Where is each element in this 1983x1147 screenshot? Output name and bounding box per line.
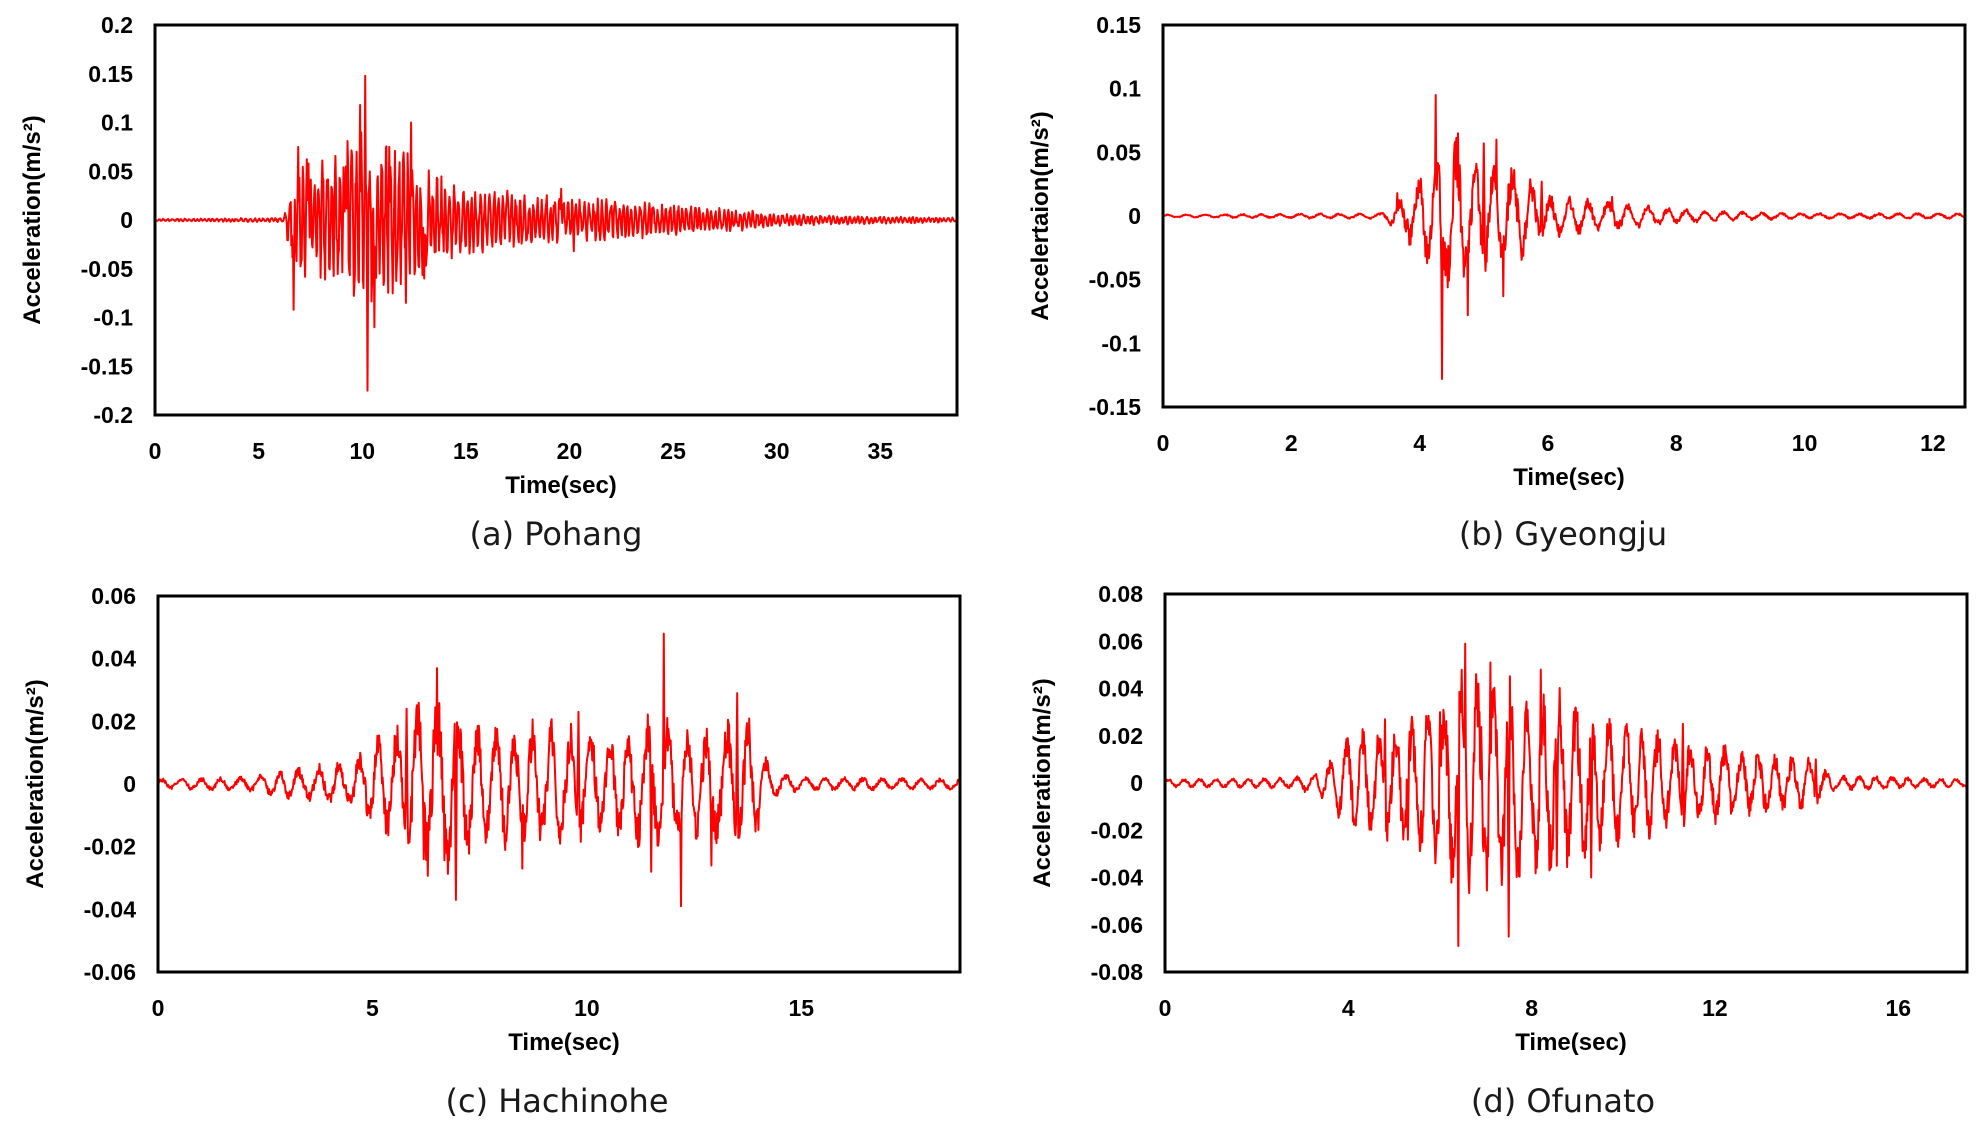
x-tick-label: 4 bbox=[1342, 995, 1355, 1021]
x-tick-label: 6 bbox=[1542, 430, 1555, 456]
x-axis-label: Time(sec) bbox=[1515, 1029, 1627, 1056]
x-tick-label: 0 bbox=[152, 995, 165, 1021]
y-tick-label: -0.15 bbox=[81, 353, 134, 379]
x-axis-label: Time(sec) bbox=[508, 1029, 620, 1056]
x-tick-label: 15 bbox=[453, 438, 479, 464]
series-line bbox=[1162, 94, 1966, 380]
y-tick-label: 0.04 bbox=[1098, 676, 1143, 702]
y-tick-label: -0.02 bbox=[84, 834, 136, 860]
y-tick-label: 0 bbox=[120, 207, 133, 233]
y-tick-label: 0.08 bbox=[1098, 581, 1143, 607]
x-tick-label: 8 bbox=[1670, 430, 1683, 456]
y-tick-label: -0.04 bbox=[84, 896, 137, 922]
y-tick-label: 0.06 bbox=[1098, 628, 1143, 654]
panel-caption: (d) Ofunato bbox=[1471, 1082, 1655, 1120]
x-axis-label: Time(sec) bbox=[1513, 464, 1625, 491]
y-tick-label: 0.04 bbox=[91, 646, 136, 672]
plot-frame bbox=[1163, 592, 1969, 974]
x-tick-label: 8 bbox=[1525, 995, 1538, 1021]
x-tick-label: 30 bbox=[764, 438, 790, 464]
plot-frame bbox=[153, 23, 959, 417]
y-tick-label: -0.2 bbox=[93, 402, 133, 428]
x-tick-label: 16 bbox=[1885, 995, 1911, 1021]
y-tick-label: -0.1 bbox=[93, 305, 133, 331]
y-tick-label: 0.05 bbox=[1096, 139, 1141, 165]
y-axis-label: Accelertaion(m/s²) bbox=[1027, 111, 1054, 320]
x-tick-label: 20 bbox=[557, 438, 583, 464]
y-tick-label: 0.2 bbox=[101, 12, 133, 38]
x-tick-label: 0 bbox=[1157, 430, 1170, 456]
x-tick-label: 5 bbox=[252, 438, 265, 464]
x-tick-label: 12 bbox=[1702, 995, 1728, 1021]
y-tick-label: 0 bbox=[1128, 203, 1141, 229]
y-tick-label: 0.05 bbox=[88, 158, 133, 184]
y-tick-label: -0.15 bbox=[1089, 394, 1142, 420]
y-tick-label: 0 bbox=[123, 771, 136, 797]
x-tick-label: 10 bbox=[349, 438, 375, 464]
x-tick-label: 5 bbox=[366, 995, 379, 1021]
y-tick-label: -0.05 bbox=[1089, 267, 1142, 293]
y-axis-label: Acceleration(m/s²) bbox=[19, 115, 46, 324]
x-tick-label: 2 bbox=[1285, 430, 1298, 456]
plot-frame bbox=[1161, 23, 1967, 409]
chart-panel-1: 0.15 0.1 0.05 0 -0.05 -0.1 -0.15 0 2 4 6 8 10 12 Time(… bbox=[1027, 12, 1967, 553]
chart-panel-2: 0.06 0.04 0.02 0 -0.02 -0.04 -0.06 0 5 10 15 Time(s… bbox=[22, 583, 962, 1120]
x-tick-label: 10 bbox=[574, 995, 600, 1021]
chart-panel-0: 0.2 0.15 0.1 0.05 0 -0.05 -0.1 -0.15 -0.2 0 5 10 15 2… bbox=[19, 12, 959, 553]
plot-frame bbox=[156, 594, 962, 974]
x-tick-label: 10 bbox=[1792, 430, 1818, 456]
x-tick-label: 12 bbox=[1920, 430, 1946, 456]
y-tick-label: -0.06 bbox=[84, 959, 136, 985]
series-line bbox=[157, 632, 961, 908]
y-tick-label: -0.1 bbox=[1101, 330, 1141, 356]
x-tick-label: 0 bbox=[1159, 995, 1172, 1021]
x-tick-label: 35 bbox=[868, 438, 894, 464]
chart-panel-3: 0.08 0.06 0.04 0.02 0 -0.02 -0.04 -0.06 -0.08 0 4 8… bbox=[1029, 581, 1969, 1120]
y-axis-label: Acceleration(m/s²) bbox=[22, 679, 49, 888]
y-tick-label: 0.1 bbox=[1109, 76, 1141, 102]
y-tick-label: -0.02 bbox=[1091, 817, 1143, 843]
y-tick-label: -0.05 bbox=[81, 256, 134, 282]
y-tick-label: -0.08 bbox=[1091, 959, 1144, 985]
x-axis-label: Time(sec) bbox=[505, 472, 617, 499]
y-tick-label: 0.15 bbox=[1096, 12, 1141, 38]
y-tick-label: 0.06 bbox=[91, 583, 136, 609]
series-line bbox=[154, 74, 958, 392]
y-tick-label: 0.02 bbox=[91, 708, 136, 734]
panel-caption: (c) Hachinohe bbox=[446, 1082, 669, 1120]
x-tick-label: 4 bbox=[1413, 430, 1426, 456]
y-tick-label: 0.15 bbox=[88, 61, 133, 87]
panel-caption: (b) Gyeongju bbox=[1459, 515, 1667, 553]
y-tick-label: 0.1 bbox=[101, 110, 133, 136]
y-tick-label: -0.04 bbox=[1091, 865, 1144, 891]
panel-caption: (a) Pohang bbox=[470, 515, 643, 553]
y-tick-label: -0.06 bbox=[1091, 912, 1143, 938]
x-tick-label: 25 bbox=[660, 438, 686, 464]
y-axis-label: Acceleration(m/s²) bbox=[1029, 678, 1056, 887]
x-tick-label: 15 bbox=[789, 995, 815, 1021]
series-line bbox=[1164, 642, 1968, 947]
x-tick-label: 0 bbox=[149, 438, 162, 464]
y-tick-label: 0 bbox=[1130, 770, 1143, 796]
y-tick-label: 0.02 bbox=[1098, 723, 1143, 749]
